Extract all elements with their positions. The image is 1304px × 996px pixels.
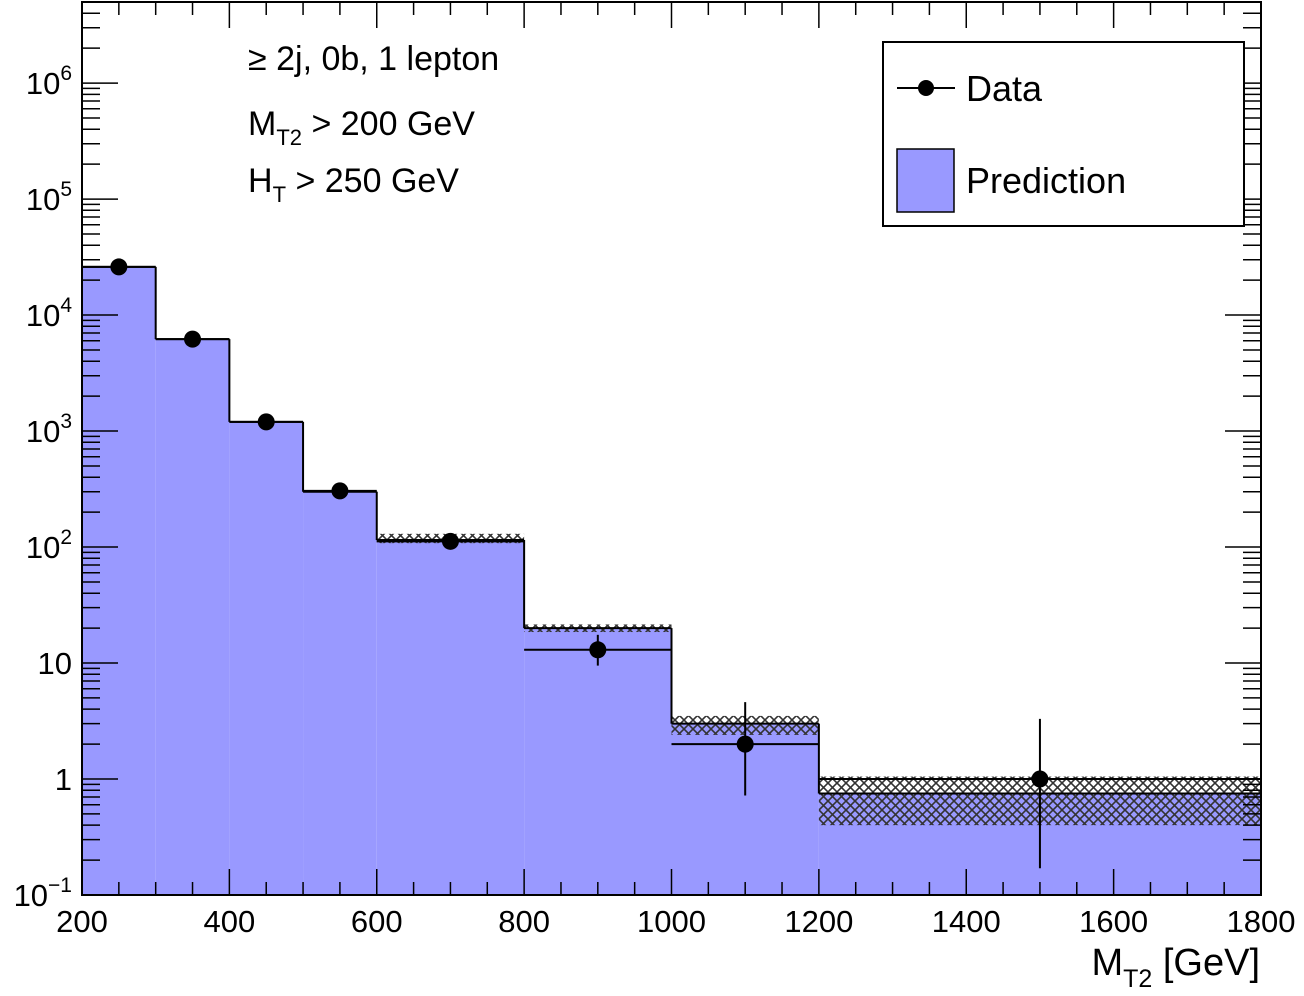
annotation-ht-sub: T	[273, 182, 286, 207]
annotation-ht-rest: > 250 GeV	[286, 162, 459, 200]
annotation-mt2-cut: MT2 > 200 GeV	[248, 105, 475, 150]
y-tick-label: 1	[55, 762, 72, 797]
y-tick-label: 105	[26, 178, 72, 217]
axes-layer: 200 400 600 800 1000 1200 1400 1600 180010−11101…	[14, 1, 1296, 939]
legend: Data Prediction	[882, 41, 1245, 227]
y-tick-label: 10−1	[14, 874, 72, 913]
x-tick-label: 200	[56, 904, 108, 939]
data-points-layer	[82, 258, 1261, 869]
y-tick-label: 104	[26, 294, 72, 333]
annotation-mt2-main: M	[248, 105, 276, 143]
data-point	[736, 735, 754, 753]
y-tick-label: 106	[26, 62, 72, 101]
y-tick-exponent: −1	[48, 874, 72, 897]
x-axis-title-main: M	[1091, 942, 1123, 984]
data-point	[331, 482, 349, 500]
y-tick-base: 10	[26, 414, 60, 449]
y-tick-base: 10	[14, 878, 48, 913]
y-tick-label: 102	[26, 526, 72, 565]
x-axis-title-space	[1152, 942, 1163, 984]
prediction-bar	[303, 491, 377, 895]
annotation-mt2-sub: T2	[276, 125, 302, 150]
y-tick-base: 10	[26, 298, 60, 333]
legend-prediction-swatch	[896, 148, 955, 213]
legend-data-marker	[918, 80, 934, 96]
prediction-bar	[524, 628, 672, 895]
y-tick-base: 10	[26, 530, 60, 565]
y-tick-exponent: 3	[60, 410, 72, 433]
x-tick-label: 1200	[784, 904, 853, 939]
data-point	[184, 330, 202, 348]
prediction-fill-layer	[82, 266, 1261, 895]
data-point	[110, 258, 128, 276]
y-tick-exponent: 4	[60, 294, 72, 317]
legend-data-label: Data	[966, 68, 1043, 109]
data-point	[257, 413, 275, 431]
data-point	[1031, 770, 1049, 788]
y-tick-label: 103	[26, 410, 72, 449]
x-tick-label: 1600	[1079, 904, 1148, 939]
y-tick-base: 10	[26, 66, 60, 101]
x-tick-label: 600	[351, 904, 403, 939]
x-axis-title-unit: [GeV]	[1163, 942, 1260, 984]
x-tick-label: 1000	[637, 904, 706, 939]
prediction-bar	[376, 539, 525, 895]
x-tick-label: 800	[498, 904, 550, 939]
annotation-selection: ≥ 2j, 0b, 1 lepton	[248, 40, 499, 78]
y-tick-label: 10	[38, 646, 72, 681]
data-point	[441, 532, 459, 550]
x-tick-label: 1800	[1227, 904, 1296, 939]
prediction-bar	[155, 339, 230, 895]
annotation-ht-cut: HT > 250 GeV	[248, 162, 459, 207]
y-tick-exponent: 2	[60, 526, 72, 549]
legend-prediction-label: Prediction	[966, 160, 1126, 201]
y-tick-base: 10	[26, 182, 60, 217]
prediction-bar	[229, 421, 304, 895]
data-point	[589, 641, 607, 659]
annotation-ht-main: H	[248, 162, 273, 200]
x-axis-title: MT2 [GeV]	[1091, 942, 1260, 993]
x-tick-label: 1400	[932, 904, 1001, 939]
x-axis-title-sub: T2	[1123, 965, 1152, 993]
y-tick-exponent: 5	[60, 178, 72, 201]
y-tick-exponent: 6	[60, 62, 72, 85]
x-tick-label: 400	[204, 904, 256, 939]
annotation-mt2-rest: > 200 GeV	[302, 105, 475, 143]
